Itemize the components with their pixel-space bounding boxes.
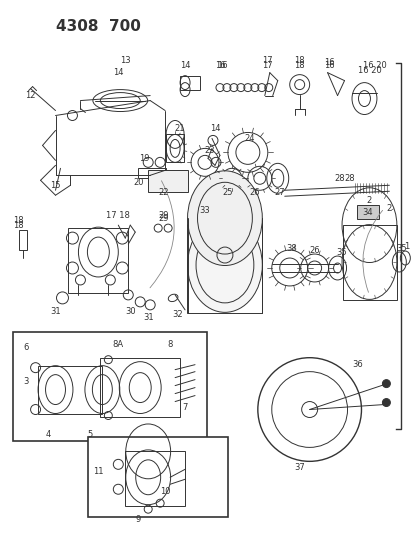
Text: 7: 7 — [182, 403, 188, 412]
Text: 18: 18 — [294, 56, 304, 65]
Bar — [342, 225, 396, 300]
Text: 2: 2 — [386, 204, 391, 213]
Text: 20: 20 — [133, 178, 143, 187]
Text: 21: 21 — [174, 124, 185, 133]
Text: 29: 29 — [157, 211, 168, 220]
Text: 16: 16 — [323, 61, 334, 70]
Text: 19: 19 — [139, 154, 149, 163]
Text: 34: 34 — [361, 208, 372, 217]
Text: 2: 2 — [366, 196, 371, 205]
Text: 16: 16 — [216, 61, 227, 70]
Bar — [68, 228, 128, 293]
Text: 35: 35 — [395, 244, 406, 253]
Text: 10: 10 — [159, 487, 170, 496]
Circle shape — [382, 379, 389, 387]
Text: 27: 27 — [274, 188, 285, 197]
Text: 16: 16 — [323, 58, 334, 67]
Text: 12: 12 — [25, 91, 36, 100]
Bar — [357, 205, 378, 219]
Text: 24: 24 — [244, 134, 254, 143]
Text: 14: 14 — [113, 68, 123, 77]
Bar — [166, 134, 184, 163]
Text: 29: 29 — [157, 214, 168, 223]
Text: 9: 9 — [135, 515, 140, 523]
Bar — [38, 366, 102, 414]
Text: 15: 15 — [50, 181, 61, 190]
Bar — [125, 451, 185, 506]
Text: 3: 3 — [23, 377, 28, 386]
Text: 37: 37 — [294, 463, 304, 472]
Text: 16: 16 — [214, 61, 225, 70]
Text: 8: 8 — [167, 340, 172, 349]
Text: 25: 25 — [222, 188, 233, 197]
Text: 4308  700: 4308 700 — [55, 19, 140, 34]
Ellipse shape — [187, 217, 262, 312]
Text: 6: 6 — [23, 343, 28, 352]
Text: 17: 17 — [262, 56, 273, 65]
Text: 32: 32 — [172, 310, 183, 319]
Bar — [100, 358, 180, 417]
Text: 4: 4 — [46, 430, 51, 439]
Text: 31: 31 — [142, 313, 153, 322]
Text: 17: 17 — [262, 61, 273, 70]
Text: 22: 22 — [157, 188, 168, 197]
Text: 36: 36 — [351, 360, 362, 369]
Text: 14: 14 — [209, 124, 220, 133]
Text: 16 20: 16 20 — [362, 61, 385, 70]
Text: 28: 28 — [343, 174, 354, 183]
Text: 1: 1 — [403, 241, 408, 251]
Text: 8A: 8A — [112, 340, 123, 349]
Text: 18: 18 — [294, 61, 304, 70]
Bar — [187, 218, 261, 313]
Text: 31: 31 — [50, 308, 61, 317]
Text: 17 18: 17 18 — [106, 211, 130, 220]
Bar — [148, 171, 188, 192]
Bar — [180, 76, 199, 90]
Text: 18: 18 — [13, 221, 24, 230]
Text: 11: 11 — [93, 467, 103, 476]
Bar — [88, 438, 228, 517]
Circle shape — [382, 399, 389, 407]
Text: 14: 14 — [179, 61, 190, 70]
Text: 33: 33 — [199, 206, 210, 215]
Text: 30: 30 — [125, 308, 135, 317]
Text: 26: 26 — [309, 246, 319, 255]
Text: 35: 35 — [335, 247, 346, 256]
Text: 26: 26 — [249, 188, 259, 197]
Text: 23: 23 — [204, 146, 215, 155]
Text: 38: 38 — [286, 244, 297, 253]
Text: 5: 5 — [88, 430, 93, 439]
Text: 28: 28 — [333, 174, 344, 183]
Text: 18: 18 — [13, 216, 24, 224]
Text: 16 20: 16 20 — [357, 66, 380, 75]
Text: 13: 13 — [120, 56, 130, 65]
Bar — [19, 230, 26, 250]
Bar — [138, 168, 166, 179]
Ellipse shape — [187, 171, 262, 265]
Bar — [13, 332, 206, 441]
